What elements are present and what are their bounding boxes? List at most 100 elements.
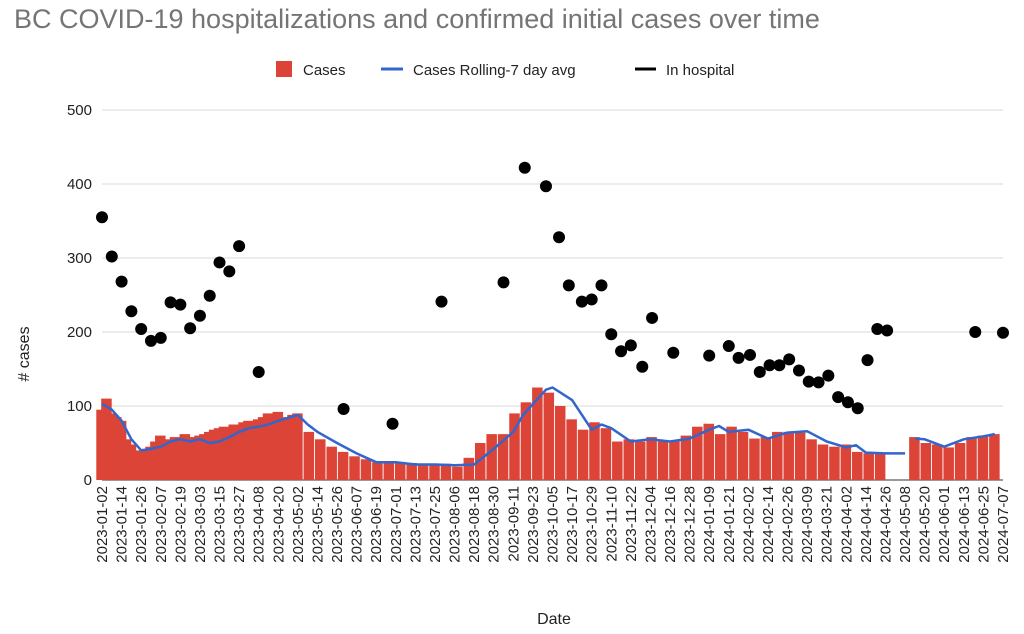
cases-bar <box>989 434 1000 480</box>
x-axis-label: Date <box>537 611 571 628</box>
in-hospital-point <box>125 305 138 318</box>
cases-bar <box>772 431 783 480</box>
cases-bar <box>452 466 463 480</box>
in-hospital-point <box>144 334 157 347</box>
x-tick-label: 2024-05-08 <box>897 486 914 563</box>
y-tick-label: 200 <box>67 324 92 341</box>
cases-bar <box>360 459 372 480</box>
in-hospital-point <box>832 391 845 404</box>
in-hospital-point <box>553 231 566 244</box>
cases-bar <box>737 431 749 480</box>
x-tick-label: 2023-05-26 <box>329 486 346 563</box>
in-hospital-point <box>386 417 399 430</box>
x-tick-label: 2023-10-29 <box>584 486 601 563</box>
in-hospital-point <box>539 180 552 193</box>
in-hospital-point <box>585 293 598 306</box>
in-hospital-point <box>233 240 246 253</box>
y-tick-labels: 0 100 200 300 400 500 <box>67 102 92 489</box>
in-hospital-point <box>154 331 167 344</box>
x-tick-label: 2023-05-14 <box>309 486 326 563</box>
in-hospital-point <box>732 351 745 364</box>
in-hospital-point <box>841 396 854 409</box>
in-hospital-point <box>337 402 350 415</box>
x-tick-label: 2023-02-19 <box>172 486 189 563</box>
cases-bar <box>703 423 714 480</box>
cases-bar <box>394 462 406 480</box>
in-hospital-point <box>871 323 884 336</box>
x-tick-label: 2023-06-07 <box>349 486 366 563</box>
cases-bar <box>554 406 566 480</box>
in-hospital-point <box>722 340 735 353</box>
in-hospital-point <box>646 311 659 324</box>
cases-bar <box>931 444 943 480</box>
cases-bar <box>829 446 840 480</box>
cases-bar <box>497 434 509 480</box>
in-hospital-point <box>203 289 216 302</box>
in-hospital-point <box>636 360 649 373</box>
in-hospital-point <box>812 376 825 389</box>
in-hospital-point <box>595 279 608 292</box>
x-tick-label: 2023-07-13 <box>407 486 424 563</box>
x-tick-label: 2023-04-08 <box>251 486 268 563</box>
x-tick-label: 2024-04-02 <box>838 486 855 563</box>
x-tick-label: 2023-01-26 <box>133 486 150 563</box>
in-hospital-point <box>575 295 588 308</box>
cases-bar <box>303 431 315 480</box>
in-hospital-point <box>703 349 716 362</box>
in-hospital-point <box>792 364 805 377</box>
cases-bar <box>943 447 954 480</box>
x-tick-label: 2024-03-21 <box>819 486 836 563</box>
cases-bar <box>337 451 349 480</box>
in-hospital-point <box>744 348 757 361</box>
in-hospital-point <box>605 328 618 341</box>
cases-bar <box>920 443 932 480</box>
in-hospital-point <box>861 354 874 367</box>
x-tick-label: 2023-12-04 <box>642 486 659 563</box>
chart-title: BC COVID-19 hospitalizations and confirm… <box>14 4 820 34</box>
cases-bar <box>623 439 635 480</box>
cases-bar <box>429 464 440 480</box>
x-tick-label: 2023-03-27 <box>231 486 248 563</box>
cases-bar <box>315 439 326 480</box>
x-tick-label: 2023-11-22 <box>623 486 640 562</box>
in-hospital-point <box>252 365 265 378</box>
in-hospital-point <box>184 322 197 335</box>
x-tick-label: 2023-08-06 <box>447 486 464 563</box>
cases-bar <box>349 456 360 480</box>
x-tick-label: 2024-02-02 <box>740 486 757 563</box>
in-hospital-point <box>174 298 187 311</box>
cases-bar <box>634 441 646 480</box>
cases-bar <box>794 432 806 480</box>
cases-bar <box>474 443 486 480</box>
in-hospital-point <box>105 250 118 263</box>
cases-bars <box>96 387 1000 480</box>
cases-bar <box>966 437 977 480</box>
in-hospital-point <box>518 161 531 174</box>
cases-bar <box>714 434 726 480</box>
in-hospital-point <box>562 279 575 292</box>
in-hospital-point <box>213 256 226 269</box>
x-tick-label: 2023-03-15 <box>212 486 229 563</box>
x-tick-label: 2024-04-26 <box>877 486 894 563</box>
x-tick-label: 2023-05-02 <box>290 486 307 563</box>
cases-bar <box>543 392 555 480</box>
in-hospital-point <box>881 324 894 337</box>
in-hospital-point <box>96 211 108 224</box>
y-tick-label: 300 <box>67 250 92 267</box>
x-tick-label: 2023-11-10 <box>603 486 620 562</box>
cases-bar <box>440 463 452 480</box>
cases-bar <box>977 435 989 480</box>
cases-bar <box>874 453 886 480</box>
cases-bar <box>292 413 303 480</box>
cases-bar <box>509 413 520 480</box>
x-tick-label: 2023-09-23 <box>525 486 542 563</box>
x-tick-label: 2023-02-07 <box>153 486 170 563</box>
x-tick-label: 2023-12-16 <box>662 486 679 563</box>
cases-bar <box>760 437 772 480</box>
cases-bar <box>406 462 417 480</box>
x-tick-label: 2024-02-26 <box>780 486 797 563</box>
in-hospital-point <box>802 375 815 388</box>
cases-bar <box>417 465 429 480</box>
x-tick-label: 2023-10-05 <box>545 486 562 563</box>
